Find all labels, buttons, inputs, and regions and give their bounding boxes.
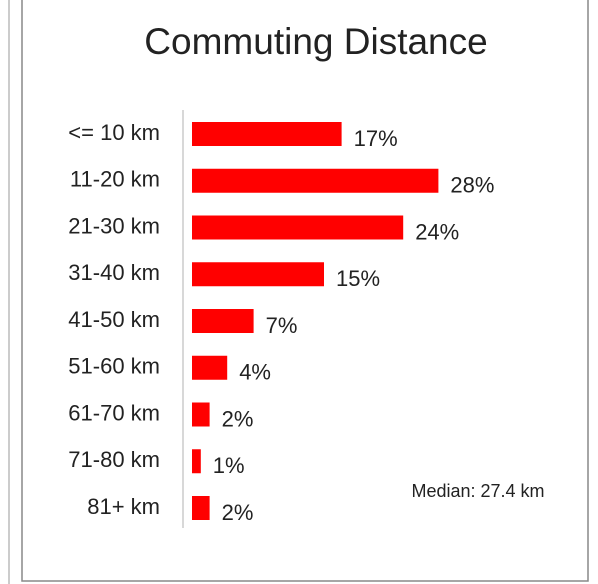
bar [192, 168, 439, 193]
bar [192, 496, 210, 520]
data-label: 17% [354, 126, 398, 151]
data-label: 28% [450, 173, 494, 198]
data-label: 2% [222, 406, 254, 431]
y-tick-label: 11-20 km [70, 167, 160, 192]
data-label: 24% [415, 219, 459, 244]
y-tick-label: 31-40 km [68, 260, 160, 285]
y-tick-label: <= 10 km [68, 120, 160, 145]
y-tick-label: 81+ km [87, 494, 160, 519]
data-label: 1% [213, 453, 245, 478]
y-tick-label: 71-80 km [68, 447, 160, 472]
chart-title: Commuting Distance [144, 21, 487, 62]
bar [192, 309, 254, 333]
bar [192, 355, 228, 380]
data-label: 15% [336, 266, 380, 291]
data-label: 4% [239, 360, 271, 385]
data-label: 2% [222, 500, 254, 525]
y-tick-label: 41-50 km [68, 307, 160, 332]
bar [192, 402, 210, 427]
chart-border [21, 0, 589, 582]
y-tick-label: 21-30 km [68, 213, 160, 238]
annotation: Median: 27.4 km [411, 481, 544, 501]
bar [192, 122, 342, 146]
bar [192, 449, 201, 474]
data-label: 7% [266, 313, 298, 338]
bar [192, 215, 404, 240]
y-tick-label: 61-70 km [68, 400, 160, 425]
bar [192, 262, 324, 287]
y-tick-label: 51-60 km [68, 354, 160, 379]
